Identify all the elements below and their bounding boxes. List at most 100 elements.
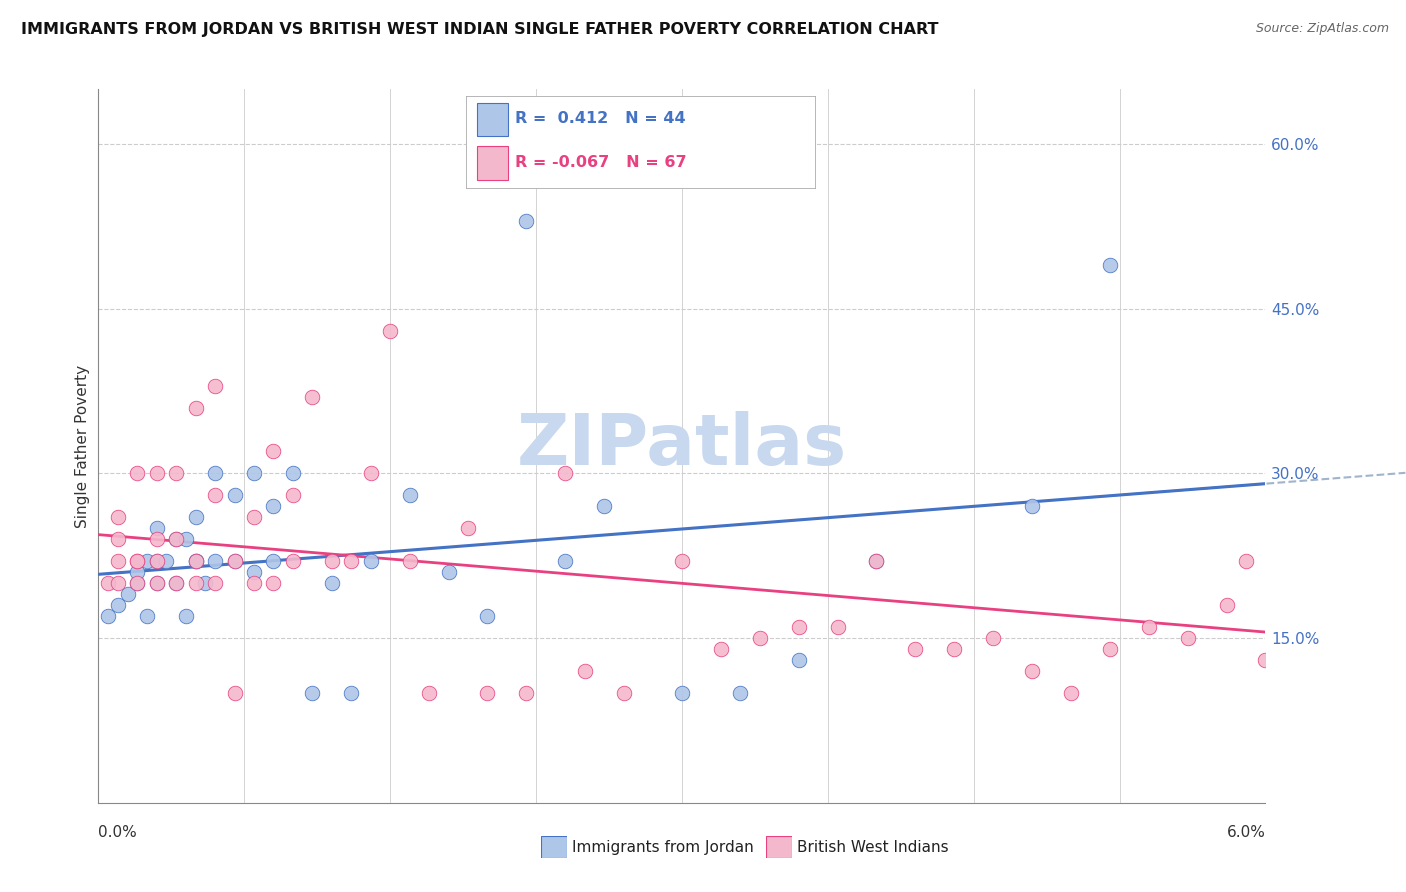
Point — [1098, 258, 1121, 272]
Text: ZIPatlas: ZIPatlas — [517, 411, 846, 481]
Point — [1234, 554, 1257, 568]
Point — [1177, 631, 1199, 645]
Point — [117, 587, 139, 601]
Point — [515, 214, 537, 228]
Point — [155, 554, 177, 568]
FancyBboxPatch shape — [465, 96, 815, 189]
Text: R =  0.412   N = 44: R = 0.412 N = 44 — [515, 112, 686, 126]
Point — [165, 467, 187, 481]
Point — [904, 642, 927, 657]
Point — [710, 642, 733, 657]
Point — [107, 554, 129, 568]
Point — [127, 576, 149, 591]
Point — [165, 576, 187, 591]
Point — [224, 554, 246, 568]
Point — [981, 631, 1004, 645]
Point — [165, 576, 187, 591]
Point — [262, 576, 284, 591]
Text: British West Indians: British West Indians — [797, 840, 949, 855]
Point — [787, 620, 810, 634]
Point — [787, 653, 810, 667]
Point — [184, 554, 207, 568]
Point — [243, 510, 266, 524]
Point — [107, 510, 129, 524]
Point — [107, 598, 129, 612]
Point — [174, 609, 197, 624]
Point — [281, 554, 304, 568]
Point — [243, 467, 266, 481]
Text: Immigrants from Jordan: Immigrants from Jordan — [572, 840, 754, 855]
Point — [613, 686, 636, 700]
Point — [457, 521, 479, 535]
Point — [97, 576, 120, 591]
Bar — [477, 146, 508, 180]
Point — [865, 554, 887, 568]
Point — [262, 444, 284, 458]
Point — [184, 510, 207, 524]
Point — [301, 390, 323, 404]
Point — [184, 554, 207, 568]
Point — [204, 554, 226, 568]
Point — [1021, 664, 1043, 678]
Point — [593, 500, 616, 514]
Point — [127, 554, 149, 568]
Point — [1274, 510, 1296, 524]
Point — [127, 566, 149, 580]
Point — [146, 467, 169, 481]
Point — [224, 488, 246, 502]
Point — [146, 533, 169, 547]
Point — [321, 554, 343, 568]
Text: 6.0%: 6.0% — [1226, 825, 1265, 839]
Point — [398, 488, 420, 502]
Point — [301, 686, 323, 700]
Point — [340, 554, 363, 568]
Point — [127, 576, 149, 591]
Y-axis label: Single Father Poverty: Single Father Poverty — [75, 365, 90, 527]
Point — [748, 631, 770, 645]
Point — [146, 554, 169, 568]
Point — [204, 467, 226, 481]
Text: IMMIGRANTS FROM JORDAN VS BRITISH WEST INDIAN SINGLE FATHER POVERTY CORRELATION : IMMIGRANTS FROM JORDAN VS BRITISH WEST I… — [21, 22, 939, 37]
Text: Source: ZipAtlas.com: Source: ZipAtlas.com — [1256, 22, 1389, 36]
Point — [1391, 609, 1406, 624]
Point — [1294, 620, 1316, 634]
Point — [146, 521, 169, 535]
Point — [554, 467, 576, 481]
Point — [97, 609, 120, 624]
Point — [865, 554, 887, 568]
Point — [1021, 500, 1043, 514]
Point — [340, 686, 363, 700]
Point — [204, 488, 226, 502]
Point — [1098, 642, 1121, 657]
Point — [107, 533, 129, 547]
Point — [1254, 653, 1277, 667]
Point — [321, 576, 343, 591]
Point — [477, 609, 499, 624]
Point — [477, 686, 499, 700]
Point — [165, 533, 187, 547]
Point — [1137, 620, 1160, 634]
Point — [146, 576, 169, 591]
Point — [1351, 554, 1374, 568]
Point — [243, 576, 266, 591]
Point — [730, 686, 752, 700]
Point — [1313, 631, 1336, 645]
Point — [360, 467, 382, 481]
Point — [554, 554, 576, 568]
Point — [281, 467, 304, 481]
Point — [281, 488, 304, 502]
Point — [1215, 598, 1237, 612]
Point — [574, 664, 596, 678]
Point — [127, 467, 149, 481]
Point — [360, 554, 382, 568]
Point — [146, 576, 169, 591]
Point — [671, 686, 693, 700]
Point — [146, 554, 169, 568]
Point — [1331, 609, 1354, 624]
Point — [262, 500, 284, 514]
Point — [107, 576, 129, 591]
Point — [1060, 686, 1083, 700]
Point — [204, 378, 226, 392]
Point — [174, 533, 197, 547]
Point — [136, 554, 159, 568]
